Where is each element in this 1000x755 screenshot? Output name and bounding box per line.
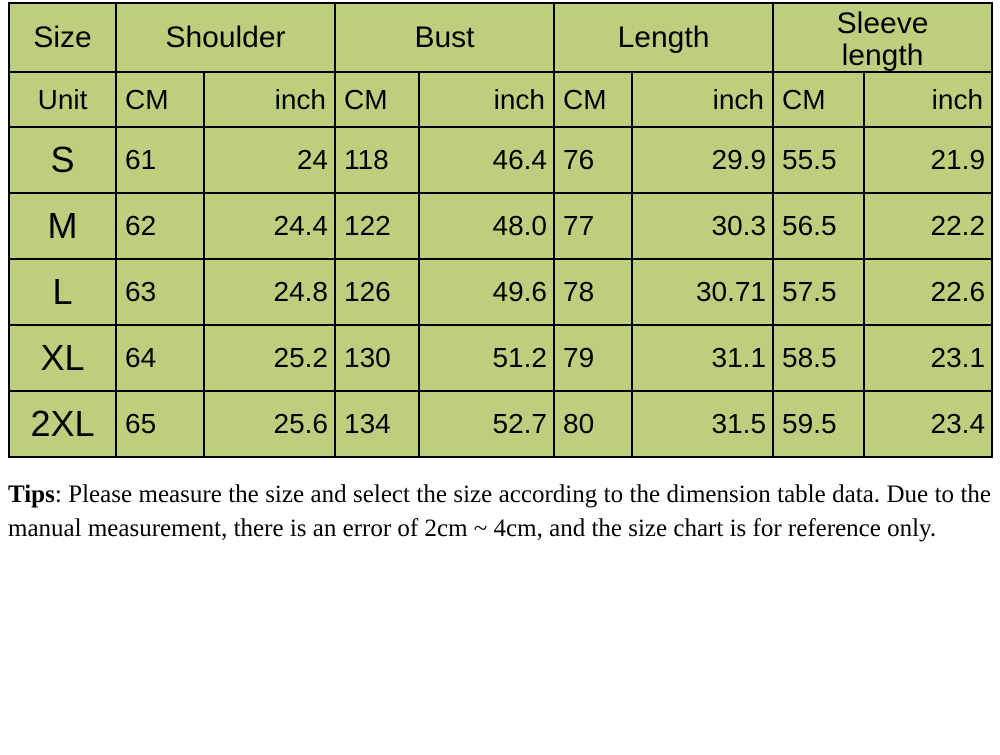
header-sleeve-line1: Sleeve xyxy=(837,7,929,40)
inch-cell: 49.6 xyxy=(419,259,554,325)
cm-cell: 77 xyxy=(554,193,632,259)
cm-cell: 58.5 xyxy=(773,325,864,391)
inch-cell: 30.3 xyxy=(632,193,773,259)
cm-cell: 79 xyxy=(554,325,632,391)
table-row: M6224.412248.07730.356.522.2 xyxy=(9,193,992,259)
tips-label: Tips xyxy=(8,481,55,508)
cm-cell: 64 xyxy=(116,325,204,391)
inch-cell: 31.5 xyxy=(632,391,773,457)
unit-row: Unit CM inch CM inch CM inch CM inch xyxy=(9,72,992,127)
inch-cell: 52.7 xyxy=(419,391,554,457)
inch-cell: 29.9 xyxy=(632,127,773,193)
cm-cell: 134 xyxy=(335,391,419,457)
table-row: XL6425.213051.27931.158.523.1 xyxy=(9,325,992,391)
cm-cell: 57.5 xyxy=(773,259,864,325)
inch-cell: 24.8 xyxy=(204,259,335,325)
cm-cell: 59.5 xyxy=(773,391,864,457)
inch-cell: 51.2 xyxy=(419,325,554,391)
inch-cell: 46.4 xyxy=(419,127,554,193)
inch-cell: 25.2 xyxy=(204,325,335,391)
tips-paragraph: Tips: Please measure the size and select… xyxy=(8,478,991,546)
size-cell: XL xyxy=(9,325,116,391)
cm-cell: 55.5 xyxy=(773,127,864,193)
inch-cell: 30.71 xyxy=(632,259,773,325)
header-shoulder: Shoulder xyxy=(116,3,335,72)
table-row: S612411846.47629.955.521.9 xyxy=(9,127,992,193)
size-chart-table: Size Shoulder Bust Length Sleeve length … xyxy=(8,2,993,458)
size-cell: 2XL xyxy=(9,391,116,457)
cm-cell: 76 xyxy=(554,127,632,193)
inch-cell: 48.0 xyxy=(419,193,554,259)
cm-cell: 63 xyxy=(116,259,204,325)
cm-cell: 65 xyxy=(116,391,204,457)
header-bust: Bust xyxy=(335,3,554,72)
unit-in-3: inch xyxy=(864,72,992,127)
unit-cm-2: CM xyxy=(554,72,632,127)
size-cell: S xyxy=(9,127,116,193)
table-row: 2XL6525.613452.78031.559.523.4 xyxy=(9,391,992,457)
cm-cell: 78 xyxy=(554,259,632,325)
tips-text: : Please measure the size and select the… xyxy=(8,481,991,542)
size-cell: L xyxy=(9,259,116,325)
table-row: L6324.812649.67830.7157.522.6 xyxy=(9,259,992,325)
cm-cell: 126 xyxy=(335,259,419,325)
inch-cell: 31.1 xyxy=(632,325,773,391)
unit-label: Unit xyxy=(9,72,116,127)
cm-cell: 122 xyxy=(335,193,419,259)
inch-cell: 23.1 xyxy=(864,325,992,391)
unit-in-1: inch xyxy=(419,72,554,127)
unit-cm-3: CM xyxy=(773,72,864,127)
header-row: Size Shoulder Bust Length Sleeve length xyxy=(9,3,992,72)
header-sleeve-line2: length xyxy=(842,39,924,72)
cm-cell: 61 xyxy=(116,127,204,193)
header-sleeve: Sleeve length xyxy=(773,3,992,72)
cm-cell: 130 xyxy=(335,325,419,391)
inch-cell: 24.4 xyxy=(204,193,335,259)
unit-in-2: inch xyxy=(632,72,773,127)
unit-cm-0: CM xyxy=(116,72,204,127)
inch-cell: 25.6 xyxy=(204,391,335,457)
cm-cell: 80 xyxy=(554,391,632,457)
unit-cm-1: CM xyxy=(335,72,419,127)
inch-cell: 21.9 xyxy=(864,127,992,193)
inch-cell: 24 xyxy=(204,127,335,193)
inch-cell: 22.2 xyxy=(864,193,992,259)
inch-cell: 22.6 xyxy=(864,259,992,325)
unit-in-0: inch xyxy=(204,72,335,127)
cm-cell: 118 xyxy=(335,127,419,193)
header-size: Size xyxy=(9,3,116,72)
cm-cell: 56.5 xyxy=(773,193,864,259)
cm-cell: 62 xyxy=(116,193,204,259)
header-length: Length xyxy=(554,3,773,72)
size-cell: M xyxy=(9,193,116,259)
inch-cell: 23.4 xyxy=(864,391,992,457)
